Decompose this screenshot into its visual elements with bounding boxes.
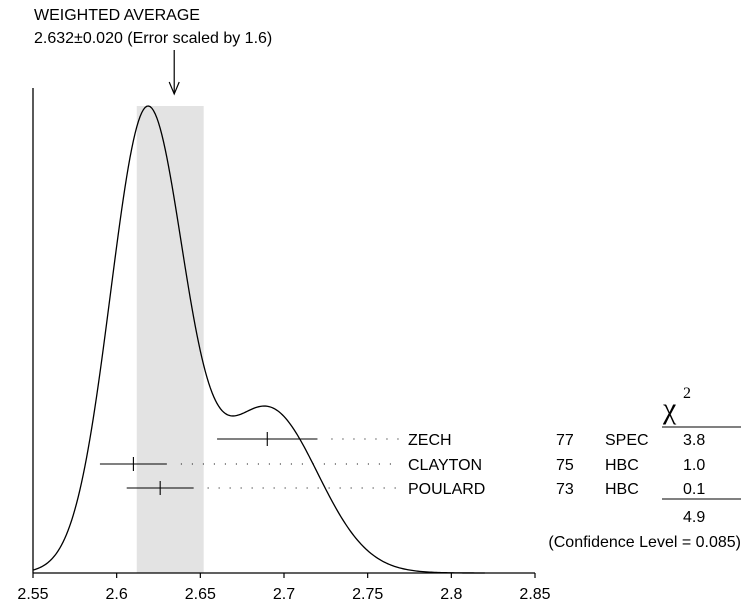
chi2-total: 4.9	[683, 509, 705, 526]
experiment-name: ZECH	[408, 432, 452, 449]
experiment-chi2: 3.8	[683, 432, 705, 449]
measurement-rows: ZECH 77 SPEC 3.8 CLAYTON 75 HBC 1.0 POULARD 73 HBC…	[99, 432, 705, 498]
experiment-chi2: 0.1	[683, 481, 705, 498]
experiment-year: 73	[556, 481, 574, 498]
x-axis-ticks: 2.55 2.6 2.65 2.7 2.75 2.8 2.85	[17, 573, 551, 603]
weighted-average-band	[136, 106, 204, 573]
confidence-level: (Confidence Level = 0.085)	[548, 534, 741, 551]
x-tick-label: 2.75	[352, 586, 383, 603]
measurement-row: ZECH 77 SPEC 3.8	[217, 432, 705, 449]
experiment-year: 75	[556, 457, 574, 474]
experiment-year: 77	[556, 432, 574, 449]
x-tick-label: 2.85	[519, 586, 550, 603]
x-tick-label: 2.65	[185, 586, 216, 603]
experiment-technique: HBC	[605, 481, 639, 498]
chi2-superscript: 2	[683, 385, 691, 402]
x-tick-label: 2.7	[273, 586, 295, 603]
weighted-average-arrow-head	[168, 81, 180, 96]
measurement-row: POULARD 73 HBC 0.1	[126, 481, 705, 498]
experiment-technique: SPEC	[605, 432, 649, 449]
experiment-name: POULARD	[408, 481, 485, 498]
chart-title: WEIGHTED AVERAGE	[34, 7, 200, 24]
experiment-name: CLAYTON	[408, 457, 482, 474]
chart-subtitle: 2.632±0.020 (Error scaled by 1.6)	[34, 30, 272, 47]
experiment-chi2: 1.0	[683, 457, 705, 474]
x-tick-label: 2.55	[17, 586, 48, 603]
measurement-row: CLAYTON 75 HBC 1.0	[99, 457, 705, 474]
experiment-technique: HBC	[605, 457, 639, 474]
chi2-symbol: χ	[662, 392, 677, 425]
x-tick-label: 2.6	[106, 586, 128, 603]
ideogram-curve	[32, 105, 485, 574]
x-tick-label: 2.8	[440, 586, 462, 603]
